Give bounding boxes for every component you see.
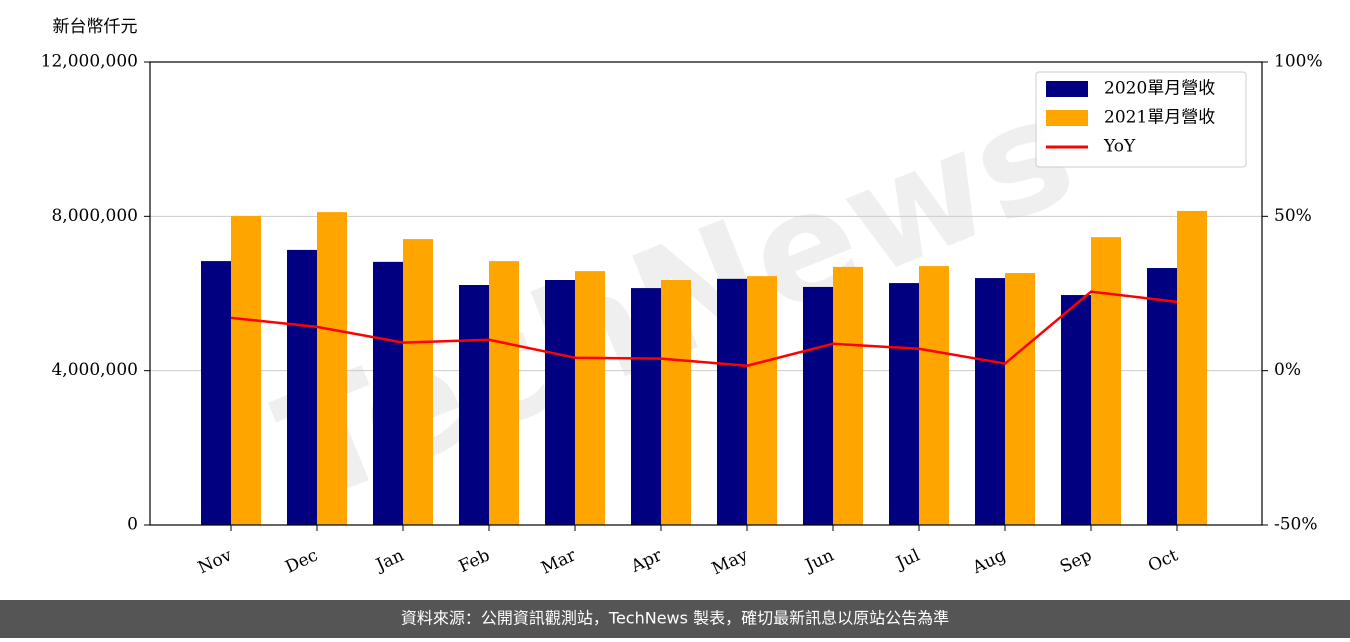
y-tick-label: 0 xyxy=(127,515,138,535)
x-tick-label: Feb xyxy=(456,545,493,577)
legend-label: YoY xyxy=(1103,137,1136,157)
bar xyxy=(201,261,231,525)
x-tick-label: Sep xyxy=(1057,545,1095,577)
footer: 資料來源：公開資訊觀測站，TechNews 製表，確切最新訊息以原站公告為準 xyxy=(401,609,949,628)
bar xyxy=(803,286,833,525)
y2-tick-label: -50% xyxy=(1274,515,1318,535)
bar xyxy=(459,285,489,525)
y2-tick-label: 100% xyxy=(1274,52,1323,72)
bar xyxy=(1177,210,1207,525)
x-tick-label: Dec xyxy=(282,545,321,577)
bar xyxy=(231,215,261,525)
bar xyxy=(489,261,519,525)
bar xyxy=(575,271,605,525)
bar xyxy=(631,288,661,525)
bar xyxy=(661,279,691,525)
bar xyxy=(1147,268,1177,525)
x-tick-label: Oct xyxy=(1145,545,1181,576)
legend-box xyxy=(1035,71,1247,168)
legend-label: 2021單月營收 xyxy=(1104,108,1215,128)
bar xyxy=(317,212,347,525)
bar xyxy=(403,239,433,525)
legend-swatch xyxy=(1046,81,1088,97)
x-tick-label: Jan xyxy=(371,545,407,576)
x-tick-label: Jun xyxy=(801,545,837,576)
footer-bar xyxy=(0,600,1350,638)
bar xyxy=(1091,237,1121,525)
bar xyxy=(833,266,863,525)
bar xyxy=(975,278,1005,525)
y-tick-label: 8,000,000 xyxy=(51,206,138,226)
y2-tick-label: 0% xyxy=(1274,360,1301,380)
x-tick-label: Nov xyxy=(195,545,235,578)
bar xyxy=(287,249,317,526)
bar xyxy=(717,278,747,525)
legend-label: 2020單月營收 xyxy=(1104,79,1215,99)
bar xyxy=(1005,273,1035,525)
bar xyxy=(919,266,949,525)
y-tick-label: 12,000,000 xyxy=(41,52,138,72)
y2-tick-label: 50% xyxy=(1274,206,1312,226)
yoy-line xyxy=(230,290,1178,367)
x-tick-label: Aug xyxy=(969,545,1009,578)
bar xyxy=(373,261,403,525)
bar xyxy=(1061,295,1091,525)
x-tick-label: Mar xyxy=(538,545,580,579)
x-tick-label: Apr xyxy=(627,545,666,577)
y-axis-label: 新台幣仟元 xyxy=(53,17,138,37)
x-tick-label: May xyxy=(709,545,751,579)
y-tick-label: 4,000,000 xyxy=(51,360,138,380)
x-tick-label: Jul xyxy=(892,545,923,574)
bar xyxy=(747,276,777,525)
legend-swatch xyxy=(1046,110,1088,126)
bar xyxy=(545,279,575,525)
bar xyxy=(889,283,919,525)
plot-frame xyxy=(149,61,1263,526)
